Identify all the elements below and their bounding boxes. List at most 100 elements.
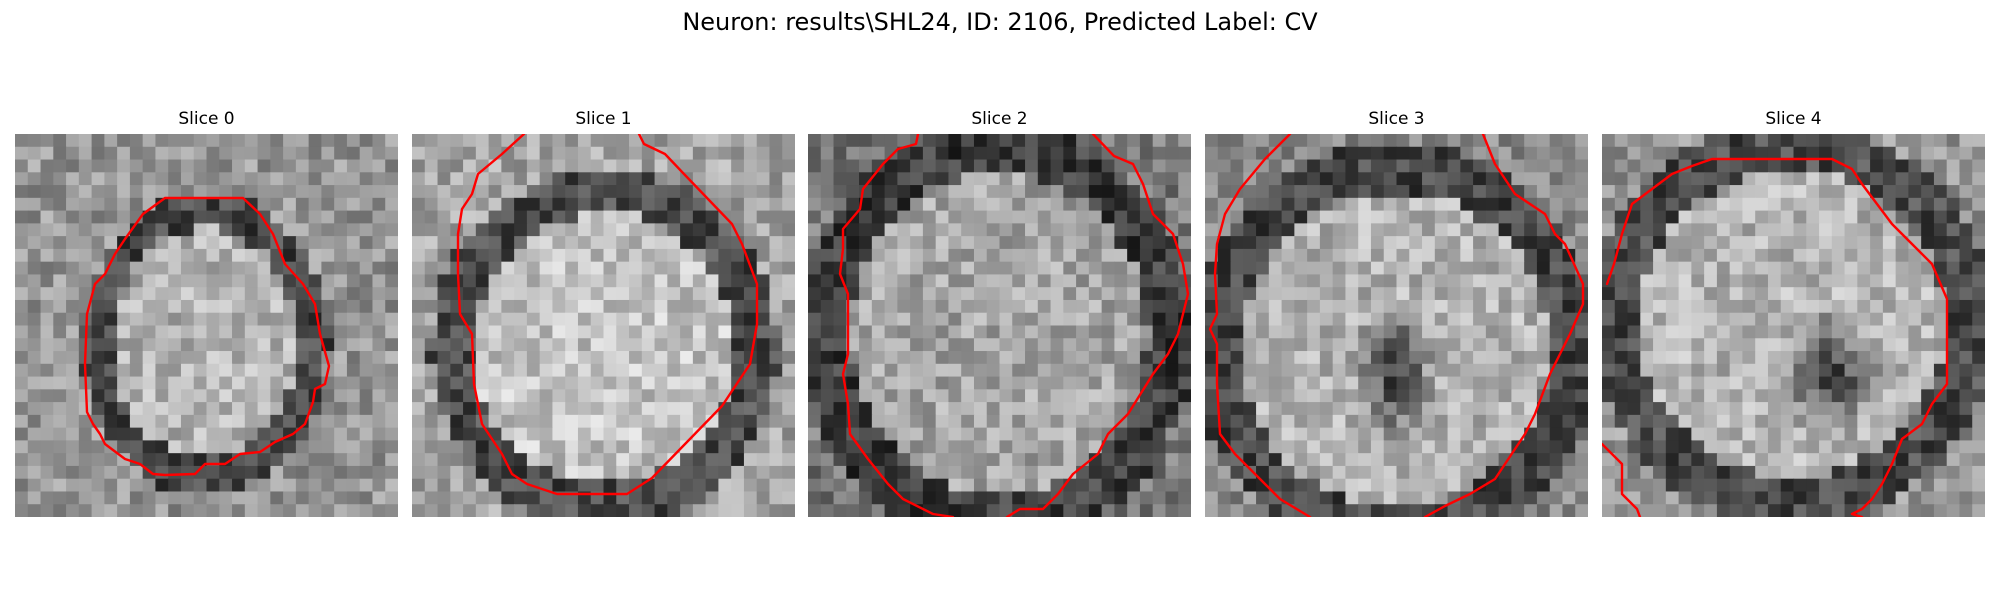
pixel <box>1268 427 1283 441</box>
pixel <box>641 159 656 173</box>
pixel <box>1742 491 1756 505</box>
pixel <box>1243 338 1257 352</box>
pixel <box>1640 363 1654 378</box>
pixel <box>922 210 937 224</box>
pixel <box>641 440 656 454</box>
pixel <box>142 351 157 365</box>
pixel <box>1549 325 1564 339</box>
pixel <box>1908 248 1922 263</box>
pixel <box>1460 134 1474 148</box>
pixel <box>334 299 348 314</box>
pixel <box>1972 197 1985 212</box>
pixel <box>590 299 605 314</box>
pixel <box>1524 325 1538 339</box>
pixel <box>616 312 630 327</box>
pixel <box>1602 299 1616 314</box>
pixel <box>437 389 451 403</box>
pixel <box>1665 414 1680 429</box>
pixel <box>1549 312 1564 327</box>
pixel <box>1653 389 1667 403</box>
pixel <box>616 376 630 390</box>
pixel <box>1562 159 1576 173</box>
pixel <box>603 261 617 276</box>
pixel <box>833 172 847 186</box>
pixel <box>1025 427 1039 441</box>
pixel <box>1076 236 1090 250</box>
pixel <box>1729 351 1744 365</box>
pixel <box>680 210 694 224</box>
pixel <box>270 427 284 441</box>
pixel <box>1114 274 1128 288</box>
pixel <box>27 223 42 237</box>
pixel <box>935 440 950 454</box>
pixel <box>1704 248 1718 263</box>
pixel <box>53 159 67 173</box>
pixel <box>1614 504 1629 517</box>
pixel <box>219 159 233 173</box>
pixel <box>129 287 144 301</box>
pixel <box>910 223 924 237</box>
pixel <box>1627 134 1641 148</box>
pixel <box>206 236 220 250</box>
pixel <box>1358 504 1372 517</box>
pixel <box>897 478 911 493</box>
pixel <box>692 299 707 314</box>
pixel <box>475 159 490 173</box>
pixel <box>1498 159 1512 173</box>
slice-title-3: Slice 3 <box>1368 109 1425 129</box>
pixel <box>463 453 477 467</box>
pixel <box>1178 159 1191 173</box>
pixel <box>1959 351 1973 365</box>
pixel <box>334 325 348 339</box>
pixel <box>1358 261 1372 276</box>
pixel <box>1549 172 1564 186</box>
pixel <box>897 363 911 378</box>
pixel <box>539 261 554 276</box>
pixel <box>257 504 271 517</box>
pixel <box>1678 376 1692 390</box>
pixel <box>501 440 515 454</box>
pixel <box>910 185 924 199</box>
pixel <box>1332 299 1347 314</box>
pixel <box>346 197 361 212</box>
pixel <box>1511 376 1525 390</box>
pixel <box>1230 402 1244 416</box>
pixel <box>1933 159 1948 173</box>
pixel <box>53 274 67 288</box>
pixel <box>1139 363 1154 378</box>
pixel <box>1511 134 1525 148</box>
pixel <box>412 338 426 352</box>
pixel <box>922 491 937 505</box>
pixel <box>142 453 157 467</box>
pixel <box>117 414 131 429</box>
pixel <box>552 261 566 276</box>
pixel <box>1012 351 1026 365</box>
pixel <box>15 465 29 480</box>
pixel <box>1653 338 1667 352</box>
pixel <box>1895 223 1909 237</box>
pixel <box>1716 134 1731 148</box>
pixel <box>1704 261 1718 276</box>
pixel <box>1742 440 1756 454</box>
pixel <box>973 504 988 517</box>
pixel <box>270 453 284 467</box>
pixel <box>1319 159 1334 173</box>
pixel <box>129 427 144 441</box>
pixel <box>385 185 398 199</box>
pixel <box>155 185 169 199</box>
pixel <box>667 376 681 390</box>
pixel <box>999 478 1013 493</box>
pixel <box>1101 325 1115 339</box>
pixel <box>1037 146 1052 161</box>
pixel <box>1844 402 1858 416</box>
pixel <box>501 261 515 276</box>
pixel <box>1691 465 1705 480</box>
pixel <box>1819 363 1833 378</box>
pixel <box>359 389 374 403</box>
pixel <box>1742 465 1756 480</box>
pixel <box>986 440 1001 454</box>
pixel <box>1460 504 1474 517</box>
pixel <box>1831 210 1846 224</box>
pixel <box>475 504 490 517</box>
pixel <box>1447 478 1461 493</box>
